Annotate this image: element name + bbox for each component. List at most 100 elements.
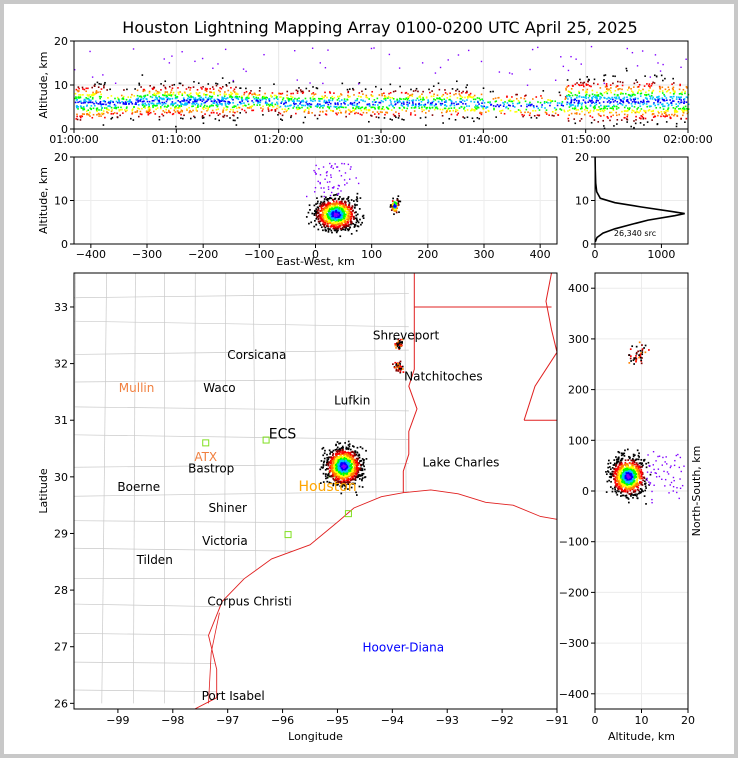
tp-source-point xyxy=(133,95,136,97)
tp-source-point xyxy=(673,92,675,95)
tp-source-point xyxy=(473,109,476,112)
tp-source-point xyxy=(167,97,170,100)
ew-source-point xyxy=(320,195,323,198)
map-source-point xyxy=(354,451,356,454)
tp-source-point xyxy=(671,113,673,116)
tp-source-point xyxy=(508,72,511,74)
tp-source-point xyxy=(610,115,612,118)
map-source-point xyxy=(355,476,358,478)
tp-source-point xyxy=(197,106,199,108)
tp-source-point xyxy=(476,105,479,107)
ew-source-point xyxy=(359,197,362,199)
ew-source-point xyxy=(347,199,350,202)
tp-source-point xyxy=(650,84,653,87)
tp-source-point xyxy=(282,97,285,99)
tp-source-point xyxy=(384,96,386,99)
barrier-island xyxy=(208,612,220,704)
ew-source-point xyxy=(324,229,327,232)
tp-source-point xyxy=(86,104,88,107)
tp-source-point xyxy=(602,107,605,110)
tp-source-point xyxy=(652,81,654,84)
tp-source-point xyxy=(472,96,475,98)
map-source-point xyxy=(352,468,354,471)
tp-source-point xyxy=(87,87,89,90)
tp-source-point xyxy=(231,106,234,109)
ew-source-point xyxy=(331,165,333,167)
tp-source-point xyxy=(600,92,603,95)
ew-source-point xyxy=(389,206,392,208)
ew-source-point xyxy=(336,202,338,205)
tp-source-point xyxy=(380,108,383,110)
tp-source-point xyxy=(144,102,146,105)
tp-source-point xyxy=(640,92,643,95)
tp-source-point xyxy=(77,106,80,108)
tp-source-point xyxy=(162,103,165,105)
ew-source-point xyxy=(323,210,326,213)
map-source-point xyxy=(347,467,350,470)
tp-source-point xyxy=(145,110,148,113)
tp-source-point xyxy=(636,111,639,113)
tp-source-point xyxy=(355,111,357,114)
tp-source-point xyxy=(229,117,231,119)
tp-source-point xyxy=(603,91,606,94)
tp-source-point xyxy=(534,109,537,112)
tp-source-point xyxy=(509,109,512,112)
tp-source-point xyxy=(636,92,639,95)
map-source-point xyxy=(326,460,329,462)
tp-source-point xyxy=(466,105,468,107)
tp-source-point xyxy=(672,88,675,91)
tp-source-point xyxy=(526,105,528,108)
tp-source-point xyxy=(97,91,99,94)
tp-source-point xyxy=(337,106,340,109)
tp-source-point xyxy=(105,103,107,106)
county-line xyxy=(74,320,409,328)
tp-source-point xyxy=(565,89,567,91)
tp-source-point xyxy=(600,104,602,107)
map-source-point xyxy=(351,469,353,472)
tp-source-point xyxy=(148,105,150,108)
tp-source-point xyxy=(659,101,662,104)
tp-source-point xyxy=(235,95,238,98)
map-source-point xyxy=(350,471,352,473)
tp-source-point xyxy=(368,109,371,111)
tp-source-point xyxy=(338,95,341,98)
ew-source-point xyxy=(329,207,332,210)
tp-source-point xyxy=(361,114,363,116)
tp-source-point xyxy=(308,112,310,114)
tp-source-point xyxy=(578,84,581,87)
ew-source-point xyxy=(341,218,343,220)
tp-source-point xyxy=(626,89,629,91)
tp-source-point xyxy=(461,96,464,99)
map-source-point xyxy=(348,464,351,467)
figure-frame: Houston Lightning Mapping Array 0100-020… xyxy=(4,4,734,754)
tp-source-point xyxy=(682,111,685,114)
tp-source-point xyxy=(88,94,91,96)
tp-source-point xyxy=(661,98,664,101)
tp-source-point xyxy=(570,87,573,90)
tp-source-point xyxy=(686,87,688,89)
tp-source-point xyxy=(185,103,188,105)
tp-source-point xyxy=(275,97,278,99)
map-source-point xyxy=(358,478,361,480)
ew-source-point xyxy=(340,222,343,224)
ew-source-point xyxy=(326,213,329,216)
tp-source-point xyxy=(383,117,386,119)
tp-source-point xyxy=(153,92,156,95)
tp-source-point xyxy=(476,106,478,108)
tp-source-point xyxy=(338,100,341,102)
tp-source-point xyxy=(492,98,495,100)
tp-source-point xyxy=(411,95,414,97)
tp-source-point xyxy=(511,73,513,75)
tp-source-point xyxy=(143,100,145,102)
ew-source-point xyxy=(396,199,399,201)
ew-source-point xyxy=(328,212,331,215)
map-source-point xyxy=(356,472,358,475)
ew-source-point xyxy=(322,221,325,223)
tp-source-point xyxy=(81,107,83,110)
tp-source-point xyxy=(595,101,597,104)
tp-source-point xyxy=(115,107,118,110)
tp-source-point xyxy=(323,101,326,103)
tp-source-point xyxy=(170,89,173,91)
tp-source-point xyxy=(171,84,174,87)
tp-xtick-label: 01:30:00 xyxy=(356,133,405,146)
